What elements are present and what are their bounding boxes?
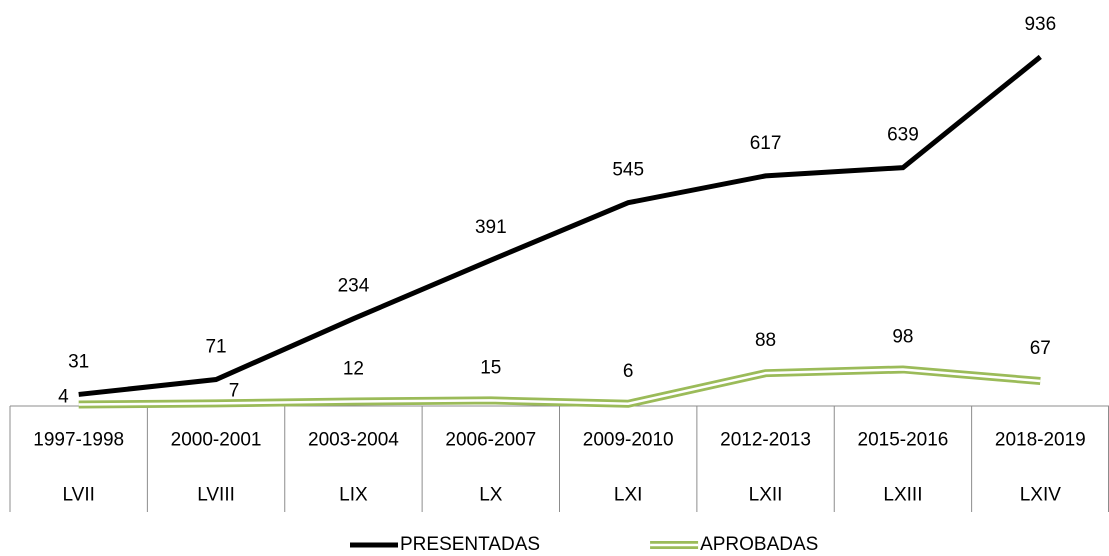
x-group-label: LIX bbox=[339, 485, 368, 506]
data-label: 4 bbox=[58, 387, 69, 408]
legend-label: PRESENTADAS bbox=[400, 534, 540, 555]
data-label: 12 bbox=[343, 359, 364, 380]
data-label: 639 bbox=[887, 125, 919, 146]
x-group-label: LXI bbox=[614, 485, 643, 506]
data-label: 71 bbox=[205, 337, 226, 358]
data-label: 98 bbox=[892, 326, 913, 347]
data-label: 88 bbox=[755, 330, 776, 351]
legend-label: APROBADAS bbox=[700, 534, 818, 555]
data-label: 545 bbox=[612, 160, 644, 181]
x-group-label: LVIII bbox=[197, 485, 235, 506]
x-group-label: LXIII bbox=[883, 485, 922, 506]
data-label: 7 bbox=[229, 380, 240, 401]
data-label: 67 bbox=[1030, 338, 1051, 359]
x-group-label: LXII bbox=[749, 485, 783, 506]
x-group-label: LXIV bbox=[1020, 485, 1062, 506]
data-label: 936 bbox=[1024, 14, 1056, 35]
x-tick-label: 2015-2016 bbox=[858, 430, 949, 451]
x-tick-label: 2012-2013 bbox=[720, 430, 811, 451]
data-label: 617 bbox=[750, 133, 782, 154]
data-label: 6 bbox=[623, 361, 634, 382]
x-tick-label: 2018-2019 bbox=[995, 430, 1086, 451]
line-inner bbox=[78, 368, 1041, 406]
x-group-label: LX bbox=[479, 485, 503, 506]
data-label: 15 bbox=[480, 357, 501, 378]
x-tick-label: 2009-2010 bbox=[583, 430, 674, 451]
x-tick-label: 2006-2007 bbox=[445, 430, 536, 451]
data-label: 234 bbox=[338, 276, 370, 297]
x-tick-label: 2003-2004 bbox=[308, 430, 399, 451]
x-tick-label: 1997-1998 bbox=[33, 430, 124, 451]
x-tick-label: 2000-2001 bbox=[171, 430, 262, 451]
line bbox=[78, 54, 1042, 397]
data-label: 31 bbox=[68, 351, 89, 372]
x-group-label: LVII bbox=[62, 485, 94, 506]
data-label: 391 bbox=[475, 217, 507, 238]
